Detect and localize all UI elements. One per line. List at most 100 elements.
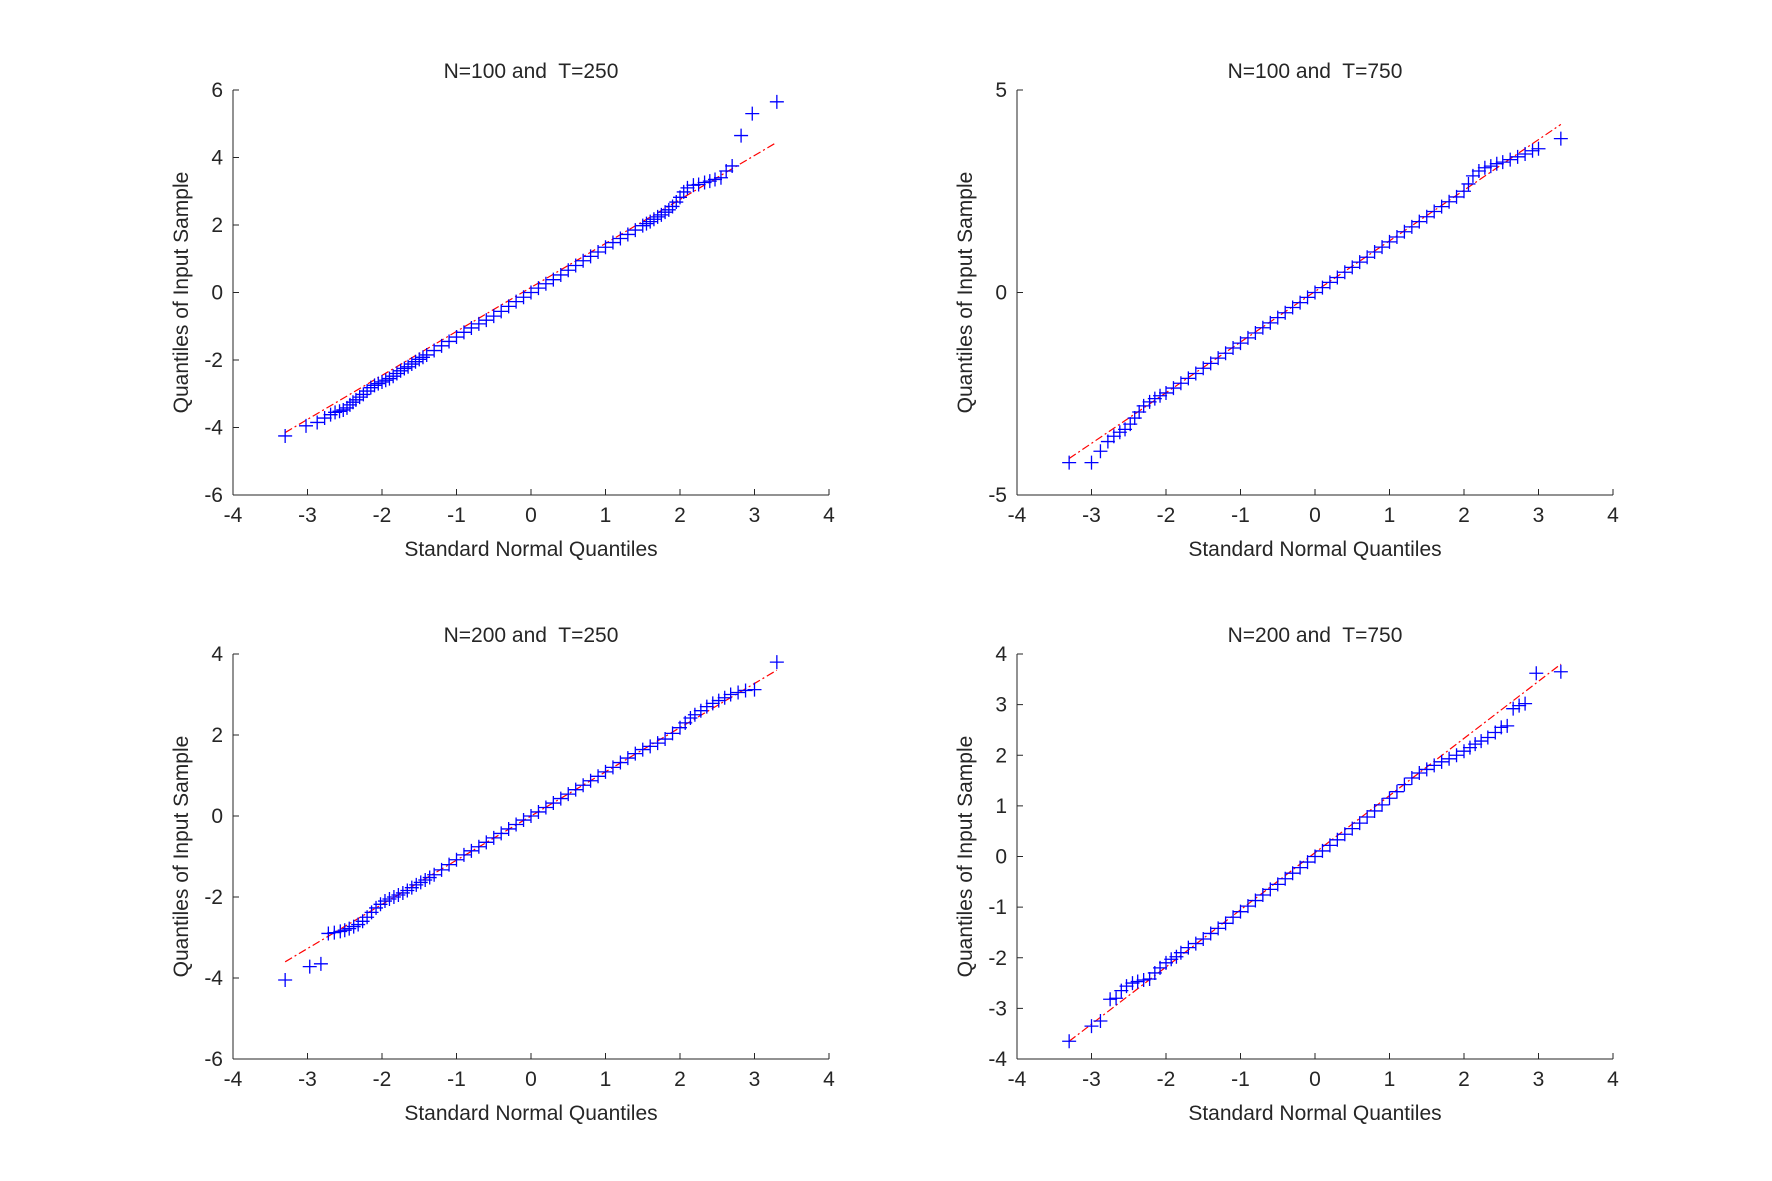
data-point [620,751,635,766]
data-point [442,334,457,349]
data-point [654,207,669,222]
data-point [1404,219,1419,234]
data-point [456,325,471,340]
y-tick-label: -3 [988,997,1007,1020]
data-point [524,809,538,823]
data-point [1345,260,1360,275]
data-point [1119,979,1134,994]
data-point [1434,754,1449,769]
data-point [352,390,367,405]
data-point [1153,388,1168,403]
data-point [1367,245,1382,259]
data-point [1263,882,1278,897]
data-point [1188,936,1203,951]
x-axis-label: Standard Normal Quantiles [404,538,657,561]
data-point [1477,160,1492,175]
data-point [1553,664,1568,679]
data-point [1196,361,1211,376]
data-point [339,400,354,415]
data-point [717,690,732,705]
x-tick-label: -1 [447,1068,466,1091]
x-axis-label: Standard Normal Quantiles [1188,1102,1441,1125]
x-tick-label: -4 [224,1068,243,1091]
data-point [731,685,746,700]
x-tick-label: -4 [224,504,243,527]
data-point [650,209,665,224]
data-point [464,320,479,335]
data-point [419,347,434,362]
data-point [568,782,583,797]
data-point [1255,887,1270,902]
chart-title: N=100 and T=250 [444,60,619,83]
data-point [1337,265,1352,280]
data-point [1489,156,1504,171]
data-point [1103,992,1118,1007]
data-point [1330,270,1345,285]
x-tick-label: 2 [674,1068,686,1091]
x-tick-label: -3 [298,504,317,527]
data-point [427,343,442,358]
data-point [1166,381,1181,396]
data-point [1130,974,1145,989]
x-tick-label: 4 [823,1068,835,1091]
data-point [1293,295,1308,310]
data-point [738,683,753,698]
data-point [464,843,479,858]
data-point [471,316,486,331]
x-tick-label: 1 [1384,1068,1396,1091]
data-point [747,682,762,697]
x-axis-label: Standard Normal Quantiles [1188,538,1441,561]
data-point [1211,921,1226,936]
data-point [1518,696,1533,711]
data-point [1270,877,1285,892]
data-point [1360,810,1375,825]
data-point [310,415,325,430]
data-point [553,267,568,282]
data-point [1389,230,1404,245]
data-point [1322,838,1337,853]
data-point [1483,159,1498,174]
data-point [1500,718,1515,733]
x-tick-label: 2 [674,504,686,527]
data-point [725,158,740,173]
data-point [1337,827,1352,842]
data-point [1449,189,1464,204]
data-point [449,852,464,867]
x-tick-label: 0 [525,1068,537,1091]
data-point [321,926,336,941]
data-point [367,378,382,393]
x-tick-label: 0 [525,504,537,527]
y-tick-label: 6 [211,79,223,102]
data-point [1203,356,1218,371]
data-point [705,696,720,711]
data-point [1495,155,1510,170]
y-tick-label: 0 [995,846,1007,869]
x-tick-label: 2 [1458,504,1470,527]
data-point [635,218,650,233]
data-point [1518,146,1533,161]
data-point [1093,1014,1108,1029]
x-tick-label: -3 [1082,1068,1101,1091]
chart-title: N=200 and T=250 [444,624,619,647]
data-point [1240,330,1255,345]
data-point [650,736,665,751]
x-tick-label: -3 [1082,504,1101,527]
data-point [1404,771,1419,786]
y-tick-label: 2 [211,214,223,237]
data-point [356,387,371,402]
data-point [643,214,658,229]
data-point [1434,199,1449,214]
x-tick-label: 3 [1533,504,1545,527]
data-point [479,313,494,328]
reference-line [1068,123,1562,460]
data-point [1203,926,1218,941]
data-point [1233,904,1248,919]
data-point [509,294,524,309]
data-point [1468,737,1483,752]
data-point [613,231,628,246]
x-tick-label: 3 [749,504,761,527]
x-tick-label: 0 [1309,1068,1321,1091]
data-point [1352,255,1367,270]
chart-title: N=100 and T=750 [1228,60,1403,83]
